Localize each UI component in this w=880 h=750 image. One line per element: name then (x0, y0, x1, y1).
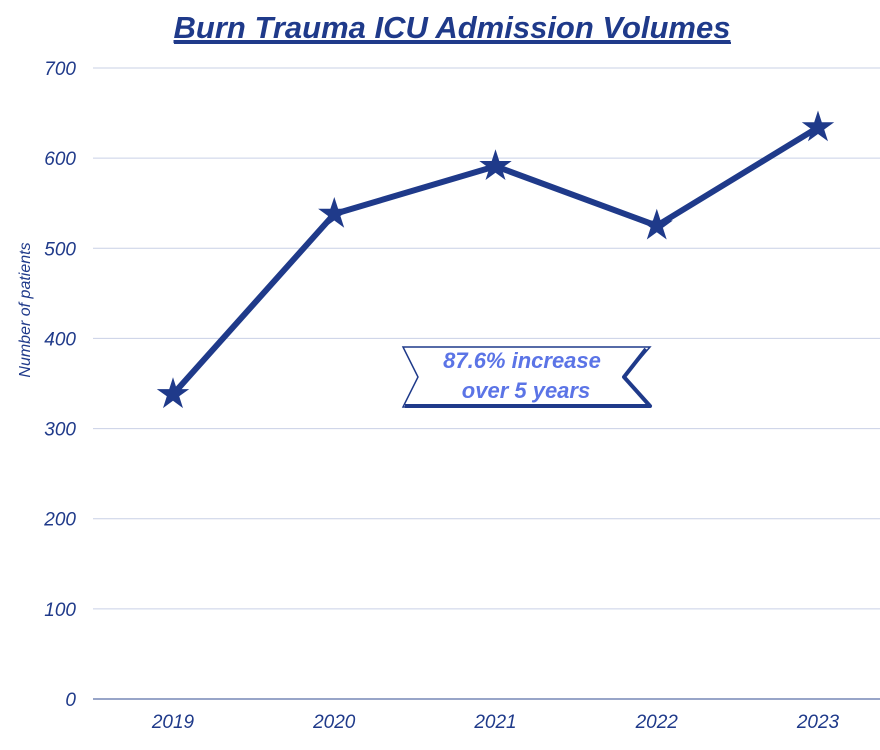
star-marker-2021 (479, 149, 512, 180)
annotation-line-2: over 5 years (462, 378, 590, 403)
y-tick-label: 200 (43, 510, 76, 531)
annotation-ribbon-shadow (405, 347, 652, 408)
y-axis-label: Number of patients (17, 242, 34, 377)
y-tick-label: 300 (44, 420, 76, 441)
y-tick-label: 500 (44, 239, 76, 260)
x-tick-label: 2023 (796, 712, 840, 733)
x-tick-label: 2020 (312, 712, 356, 733)
x-tick-label: 2021 (473, 712, 516, 733)
annotation-callout: 87.6% increase over 5 years (401, 346, 652, 408)
y-tick-label: 100 (44, 600, 76, 621)
star-marker-2022 (640, 208, 673, 240)
chart-title: Burn Trauma ICU Admission Volumes (174, 10, 731, 45)
x-tick-label: 2019 (151, 712, 195, 733)
y-axis-ticks: 0 100 200 300 400 500 600 700 (43, 59, 76, 711)
y-tick-label: 600 (44, 149, 76, 170)
y-tick-label: 0 (65, 690, 76, 711)
annotation-line-1: 87.6% increase (443, 348, 601, 373)
series-markers (156, 110, 835, 409)
y-tick-label: 400 (44, 329, 76, 350)
x-axis-ticks: 2019 2020 2021 2022 2023 (151, 712, 840, 733)
y-tick-label: 700 (44, 59, 76, 80)
star-marker-2019 (156, 377, 190, 409)
star-marker-2020 (318, 197, 351, 228)
x-tick-label: 2022 (635, 712, 679, 733)
star-marker-2023 (801, 110, 835, 142)
